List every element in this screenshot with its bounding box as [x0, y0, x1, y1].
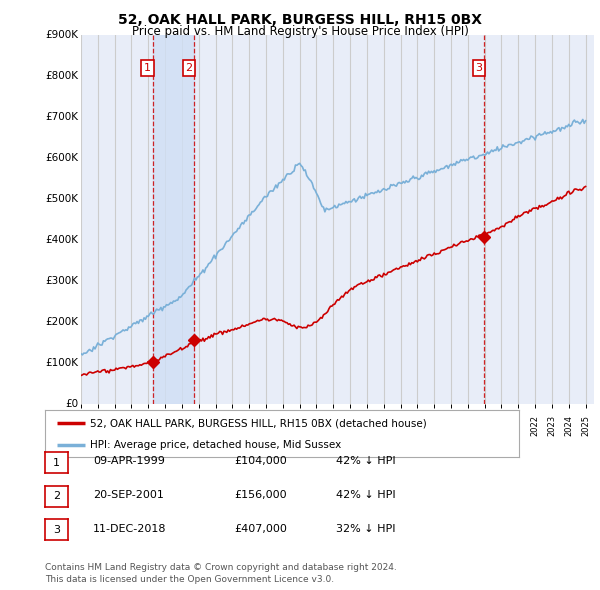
Text: 2016: 2016 — [430, 415, 439, 437]
Text: 2005: 2005 — [245, 415, 254, 436]
Text: This data is licensed under the Open Government Licence v3.0.: This data is licensed under the Open Gov… — [45, 575, 334, 584]
Bar — [153, 35, 194, 404]
Text: 11-DEC-2018: 11-DEC-2018 — [93, 524, 167, 533]
Text: 2009: 2009 — [312, 415, 321, 436]
Text: 2: 2 — [53, 491, 60, 501]
Text: 2004: 2004 — [228, 415, 237, 436]
Text: 2001: 2001 — [178, 415, 187, 436]
Text: 3: 3 — [53, 525, 60, 535]
Text: 2003: 2003 — [211, 415, 220, 437]
Text: £900K: £900K — [46, 31, 79, 40]
Text: 09-APR-1999: 09-APR-1999 — [93, 457, 165, 466]
Text: £100K: £100K — [46, 358, 79, 368]
Text: £800K: £800K — [46, 71, 79, 81]
Text: £156,000: £156,000 — [234, 490, 287, 500]
Text: 2000: 2000 — [161, 415, 170, 436]
Text: Price paid vs. HM Land Registry's House Price Index (HPI): Price paid vs. HM Land Registry's House … — [131, 25, 469, 38]
Text: £400K: £400K — [46, 235, 79, 245]
Text: 2023: 2023 — [547, 415, 556, 437]
Text: 20-SEP-2001: 20-SEP-2001 — [93, 490, 164, 500]
Text: 2011: 2011 — [346, 415, 355, 436]
Text: 1999: 1999 — [144, 415, 153, 436]
Text: £300K: £300K — [46, 276, 79, 286]
Text: 2: 2 — [185, 63, 193, 73]
Text: £200K: £200K — [46, 317, 79, 327]
Text: 2012: 2012 — [362, 415, 371, 436]
Text: 52, OAK HALL PARK, BURGESS HILL, RH15 0BX: 52, OAK HALL PARK, BURGESS HILL, RH15 0B… — [118, 13, 482, 27]
Text: £104,000: £104,000 — [234, 457, 287, 466]
Text: 42% ↓ HPI: 42% ↓ HPI — [336, 490, 395, 500]
Text: 2015: 2015 — [413, 415, 422, 436]
Text: 42% ↓ HPI: 42% ↓ HPI — [336, 457, 395, 466]
Text: 1996: 1996 — [94, 415, 103, 437]
Text: 1997: 1997 — [110, 415, 119, 437]
Text: 2018: 2018 — [463, 415, 472, 437]
Text: £700K: £700K — [46, 112, 79, 122]
Text: 2010: 2010 — [329, 415, 338, 436]
Text: 2020: 2020 — [497, 415, 506, 436]
Text: £0: £0 — [65, 399, 79, 409]
Text: 1: 1 — [144, 63, 151, 73]
Text: Contains HM Land Registry data © Crown copyright and database right 2024.: Contains HM Land Registry data © Crown c… — [45, 563, 397, 572]
Text: HPI: Average price, detached house, Mid Sussex: HPI: Average price, detached house, Mid … — [90, 441, 341, 450]
Text: 2007: 2007 — [278, 415, 287, 437]
Text: 2014: 2014 — [396, 415, 405, 436]
Text: 2024: 2024 — [564, 415, 573, 436]
Text: 2017: 2017 — [446, 415, 455, 437]
Text: 2025: 2025 — [581, 415, 590, 436]
Text: 1995: 1995 — [77, 415, 86, 436]
Text: 2022: 2022 — [530, 415, 539, 436]
Text: 1: 1 — [53, 458, 60, 467]
Text: 2019: 2019 — [480, 415, 489, 436]
Text: £500K: £500K — [46, 194, 79, 204]
Text: 3: 3 — [475, 63, 482, 73]
Text: 2002: 2002 — [194, 415, 203, 436]
Text: 52, OAK HALL PARK, BURGESS HILL, RH15 0BX (detached house): 52, OAK HALL PARK, BURGESS HILL, RH15 0B… — [90, 418, 427, 428]
Text: 2021: 2021 — [514, 415, 523, 436]
Text: 32% ↓ HPI: 32% ↓ HPI — [336, 524, 395, 533]
Text: 2008: 2008 — [295, 415, 304, 437]
Text: £600K: £600K — [46, 153, 79, 163]
Text: 2013: 2013 — [379, 415, 388, 437]
Text: 2006: 2006 — [262, 415, 271, 437]
Text: 1998: 1998 — [127, 415, 136, 437]
Text: £407,000: £407,000 — [234, 524, 287, 533]
